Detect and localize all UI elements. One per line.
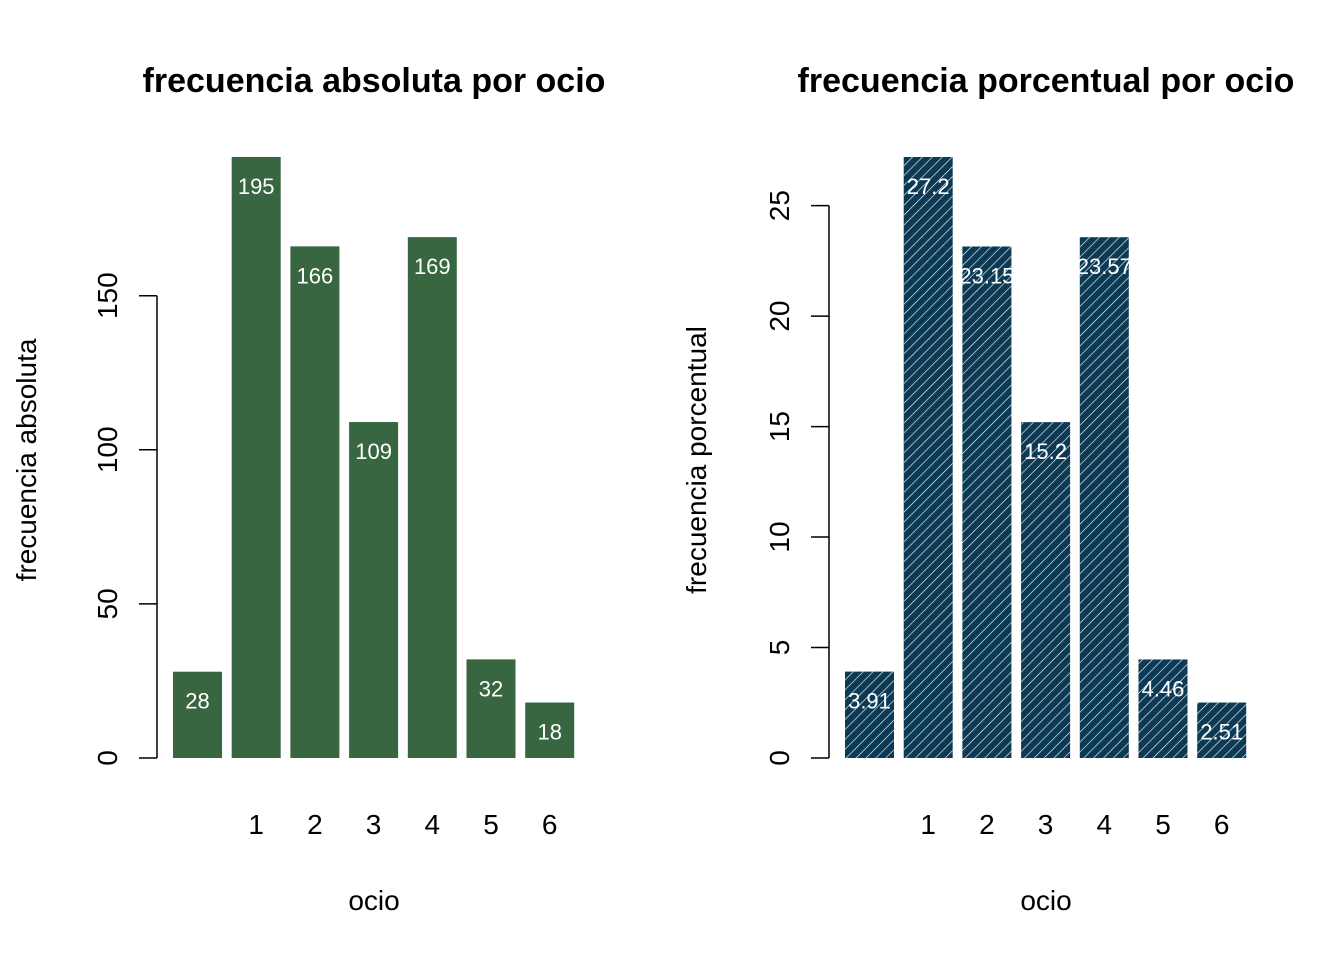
y-tick-label: 20: [764, 301, 795, 332]
x-tick-label: 1: [920, 809, 936, 840]
x-tick-labels: 1 2 3 4 5 6: [248, 809, 557, 840]
bar-hatch: [845, 671, 894, 758]
data-label: 23.15: [959, 263, 1014, 288]
x-tick-label: 6: [542, 809, 558, 840]
x-tick-label: 4: [1097, 809, 1113, 840]
y-tick-label: 50: [92, 588, 123, 619]
data-label: 15.2: [1024, 439, 1067, 464]
chart-title: frecuencia porcentual por ocio: [798, 62, 1295, 100]
data-label: 28: [185, 689, 209, 714]
bar: [290, 246, 340, 758]
bar-hatch: [1138, 659, 1188, 758]
data-label: 166: [297, 263, 334, 288]
data-label: 195: [238, 174, 275, 199]
bar: [349, 422, 399, 758]
y-tick-label: 0: [764, 750, 795, 766]
data-label: 4.46: [1142, 676, 1185, 701]
y-axis-label: frecuencia absoluta: [11, 338, 42, 581]
data-label: 18: [537, 720, 561, 745]
y-tick-label: 10: [764, 521, 795, 552]
bar: [231, 157, 281, 758]
bar-hatch: [1021, 422, 1071, 758]
bar-hatch: [962, 246, 1012, 759]
bars: [173, 157, 575, 759]
x-tick-label: 4: [425, 809, 441, 840]
bar: [466, 659, 516, 758]
bar-hatch: [1197, 702, 1247, 758]
bar: [407, 237, 457, 759]
data-label: 109: [355, 439, 392, 464]
data-label: 2.51: [1200, 720, 1243, 745]
y-tick-label: 25: [764, 190, 795, 221]
x-axis-label: ocio: [1020, 885, 1071, 916]
y-ticks: 0 50 100 150: [92, 272, 157, 766]
data-label: 23.57: [1077, 254, 1132, 279]
y-tick-label: 5: [764, 640, 795, 656]
x-tick-label: 6: [1214, 809, 1230, 840]
data-labels: 28 195 166 109 169 32 18: [185, 174, 562, 745]
x-tick-label: 5: [483, 809, 499, 840]
x-tick-label: 5: [1155, 809, 1171, 840]
x-tick-label: 3: [1038, 809, 1054, 840]
y-tick-label: 150: [92, 272, 123, 319]
bar: [525, 702, 575, 758]
chart-title: frecuencia absoluta por ocio: [143, 62, 606, 100]
x-tick-labels: 1 2 3 4 5 6: [920, 809, 1229, 840]
bar: [173, 671, 222, 758]
data-label: 169: [414, 254, 451, 279]
y-ticks: 0 5 10 15 20 25: [764, 190, 829, 766]
x-tick-label: 3: [366, 809, 382, 840]
bar-hatch: [1079, 237, 1129, 759]
x-tick-label: 2: [979, 809, 995, 840]
y-tick-label: 100: [92, 426, 123, 473]
bars: [845, 157, 1247, 759]
y-tick-label: 15: [764, 411, 795, 442]
x-tick-label: 2: [307, 809, 323, 840]
x-axis-label: ocio: [348, 885, 399, 916]
y-tick-label: 0: [92, 750, 123, 766]
chart-percent: frecuencia porcentual por ocio frecuenci…: [681, 62, 1294, 916]
x-tick-label: 1: [248, 809, 264, 840]
data-label: 32: [479, 676, 503, 701]
data-label: 3.91: [848, 689, 891, 714]
y-axis-label: frecuencia porcentual: [681, 326, 712, 594]
data-label: 27.2: [907, 174, 950, 199]
chart-absolute: frecuencia absoluta por ocio frecuencia …: [11, 62, 605, 916]
bar-hatch: [903, 157, 953, 758]
data-labels: 3.91 27.2 23.15 15.2 23.57 4.46 2.51: [848, 174, 1243, 745]
